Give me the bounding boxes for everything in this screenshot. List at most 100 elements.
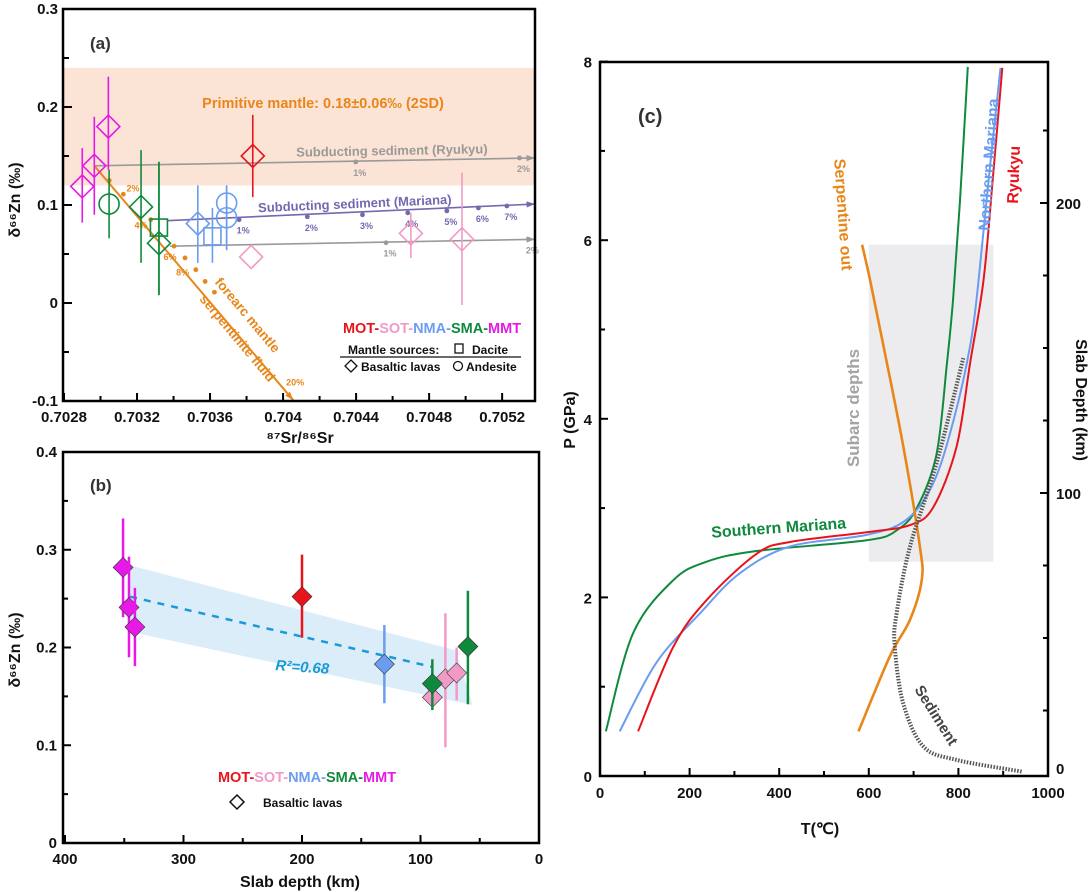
legend-sma: SMA: [326, 770, 359, 786]
data-point-diamond: [240, 143, 266, 169]
northern-mariana-label: Northern Mariana: [976, 98, 1002, 231]
mixing-line: [170, 238, 536, 247]
mixing-line: [93, 165, 294, 401]
x-tick-label: 0.704: [264, 409, 302, 426]
y-tick-label: 0.1: [37, 197, 58, 214]
mixing-percent-label: 8%: [176, 268, 189, 278]
mixing-percent-label: 2%: [517, 164, 530, 174]
data-point-circle: [215, 206, 238, 229]
mixing-percent-label: 20%: [286, 377, 304, 387]
y-tick-label: 0: [584, 769, 592, 786]
legend-square-icon: [454, 343, 464, 354]
arrow-head: [526, 155, 535, 162]
x-tick-label: 0: [535, 851, 543, 868]
mixing-mark: [120, 191, 126, 197]
y-tick-label: 0.2: [36, 640, 57, 657]
y2-tick-label: 0: [1056, 761, 1064, 778]
mixing-mark: [517, 155, 522, 161]
mixing-mark: [444, 208, 450, 214]
arrow-head: [285, 391, 294, 401]
mixing-mark: [526, 236, 531, 242]
y-tick-label: 0.1: [36, 737, 57, 754]
legend-andesite: Andesite: [466, 360, 517, 374]
legend-nma: NMA: [413, 321, 447, 337]
y2-tick-label: 100: [1056, 486, 1081, 503]
y-tick-label: 6: [584, 233, 592, 250]
y-tick-label: -0.1: [32, 393, 58, 410]
mixing-percent-label: 2%: [526, 245, 539, 255]
y-tick-label: 8: [584, 55, 592, 72]
y-tick-label: 2: [584, 590, 592, 607]
x-tick-label: 0.7048: [406, 409, 452, 426]
panel-label: (c): [638, 106, 662, 128]
panel-a-chart: Primitive mantle: 0.18±0.06‰ (2SD) 0.7028…: [7, 1, 539, 447]
legend-basaltic: Basaltic lavas: [361, 360, 441, 374]
serpentine-out-label: Serpentine out: [830, 158, 855, 272]
data-point-diamond: [373, 653, 395, 675]
legend-group-names: MOT-SOT-NMA-SMA-MMT: [343, 321, 521, 337]
subarc-depths-label: Subarc depths: [844, 349, 863, 467]
panel-label: (b): [90, 476, 112, 495]
x-tick-label: 300: [171, 851, 196, 868]
data-point-circle: [98, 193, 120, 215]
mixing-mark: [383, 240, 389, 246]
legend-mot: MOT: [218, 770, 250, 786]
data-point-diamond: [69, 173, 95, 200]
mixing-mark: [353, 159, 359, 165]
mixing-percent-label: 1%: [384, 249, 397, 259]
data-point-diamond: [95, 113, 121, 140]
legend-mot: MOT: [343, 321, 375, 337]
plot-frame: [598, 60, 1050, 778]
x-axis-title: Slab depth (km): [240, 874, 360, 891]
legend-sma: SMA: [451, 321, 484, 337]
mixing-mark: [193, 267, 199, 273]
primitive-mantle-label: Primitive mantle: 0.18±0.06‰ (2SD): [202, 96, 444, 112]
legend-diamond-icon: [228, 793, 246, 811]
x-tick-label: 1000: [1031, 785, 1064, 802]
x-axis-title: T(℃): [801, 821, 839, 838]
arrow-head: [526, 201, 535, 208]
mixing-mark: [171, 243, 177, 249]
data-point-diamond: [124, 616, 146, 638]
x-axis-title: ⁸⁷Sr/⁸⁶Sr: [266, 430, 333, 447]
data-point-diamond: [398, 220, 424, 247]
curve-sediment: [892, 357, 1022, 774]
mixing-mark: [182, 255, 188, 261]
mixing-percent-label: 1%: [237, 226, 250, 236]
panel-b-chart: R²=0.68 400 300 200 100 0 0 0.1 0.2 0.3 0.4 Slab de…: [7, 444, 543, 891]
legend-diamond-icon: [344, 359, 358, 373]
y-tick-label: 0.3: [37, 1, 58, 18]
x-tick-label: 600: [856, 785, 881, 802]
x-tick-label: 0.7052: [479, 409, 525, 426]
x-tick-label: 200: [677, 785, 702, 802]
y2-axis-title: Slab Depth (km): [1072, 339, 1089, 461]
data-point-diamond: [128, 194, 154, 220]
mixing-mark: [504, 203, 510, 209]
panel-label: (a): [90, 34, 111, 53]
y-axis-title: P (GPa): [562, 391, 579, 449]
x-tick-label: 200: [289, 851, 314, 868]
data-point-diamond: [446, 662, 468, 684]
legend-dacite: Dacite: [472, 343, 508, 357]
mixing-mark: [236, 217, 242, 223]
data-point-diamond: [457, 636, 479, 657]
legend-mmt: MMT: [363, 770, 396, 786]
y-tick-label: 0: [49, 835, 57, 852]
x-tick-label: 100: [408, 851, 433, 868]
legend-nma: NMA: [288, 770, 322, 786]
mixing-percent-label: 6%: [476, 214, 489, 224]
mixing-line: [94, 157, 536, 167]
mixing-mark: [202, 279, 208, 284]
mixing-percent-label: 6%: [164, 252, 177, 262]
plot-frame: [61, 7, 537, 403]
mixing-mark: [405, 210, 411, 216]
data-point-diamond: [238, 244, 264, 270]
r-squared-label: R²=0.68: [275, 657, 330, 678]
x-tick-label: 800: [946, 785, 971, 802]
mixing-mark: [212, 289, 217, 295]
x-tick-label: 400: [52, 851, 77, 868]
data-point-diamond: [146, 230, 172, 256]
x-tick-label: 0.7044: [333, 409, 380, 426]
